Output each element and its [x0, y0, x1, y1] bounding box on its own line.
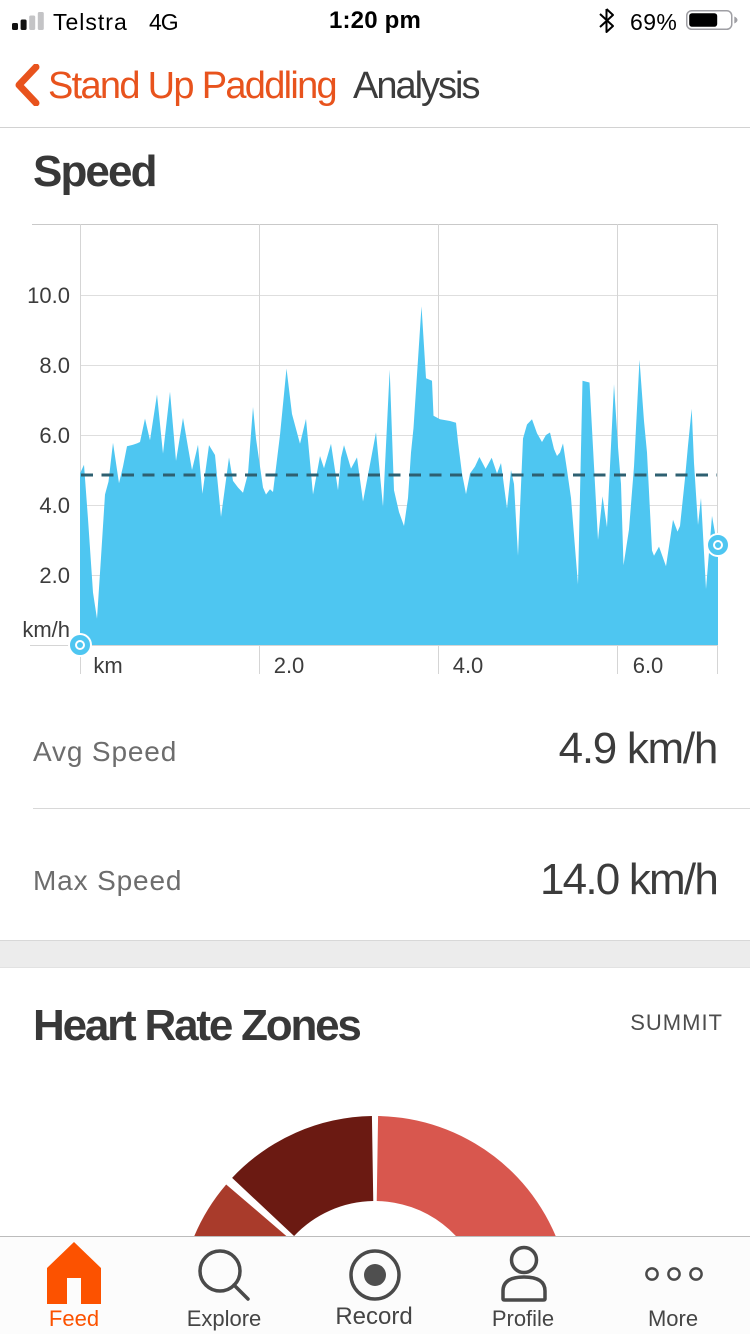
- svg-text:2.0: 2.0: [274, 653, 305, 678]
- svg-text:10.0: 10.0: [27, 283, 70, 308]
- svg-text:4.0: 4.0: [453, 653, 484, 678]
- svg-text:6.0: 6.0: [633, 653, 664, 678]
- svg-text:4.0: 4.0: [39, 493, 70, 518]
- svg-text:8.0: 8.0: [39, 353, 70, 378]
- svg-text:2.0: 2.0: [39, 563, 70, 588]
- svg-text:km: km: [93, 653, 122, 678]
- svg-text:km/h: km/h: [22, 617, 70, 642]
- svg-text:6.0: 6.0: [39, 423, 70, 448]
